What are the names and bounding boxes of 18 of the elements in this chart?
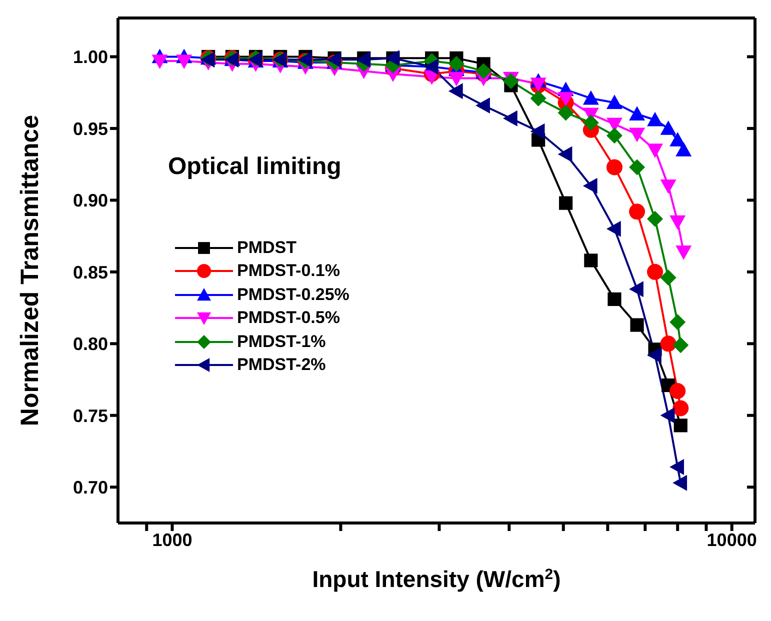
legend-label: PMDST-2% xyxy=(237,355,326,376)
legend-label: PMDST-0.25% xyxy=(237,284,350,305)
legend-label: PMDST-0.5% xyxy=(237,308,340,328)
x-tick-label: 1000 xyxy=(152,530,192,550)
y-tick-label: 0.70 xyxy=(72,478,108,498)
y-tick-label: 0.80 xyxy=(72,334,108,354)
legend-label: PMDST xyxy=(237,238,296,258)
y-axis-title: Normalized Transmittance xyxy=(16,114,44,426)
legend-label: PMDST-0.1% xyxy=(237,261,340,282)
x-axis-title: Input Intensity (W/cm$^{2}$) xyxy=(312,566,561,592)
legend-label: PMDST-1% xyxy=(237,332,326,352)
y-tick-label: 0.85 xyxy=(72,262,108,282)
y-tick-label: 0.90 xyxy=(72,190,108,211)
y-tick-label: 0.95 xyxy=(72,118,108,139)
y-tick-label: 1.00 xyxy=(72,47,108,68)
y-tick-label: 0.75 xyxy=(72,406,108,426)
annotation: Optical limiting xyxy=(168,153,342,181)
x-tick-label: 10000 xyxy=(706,530,757,550)
